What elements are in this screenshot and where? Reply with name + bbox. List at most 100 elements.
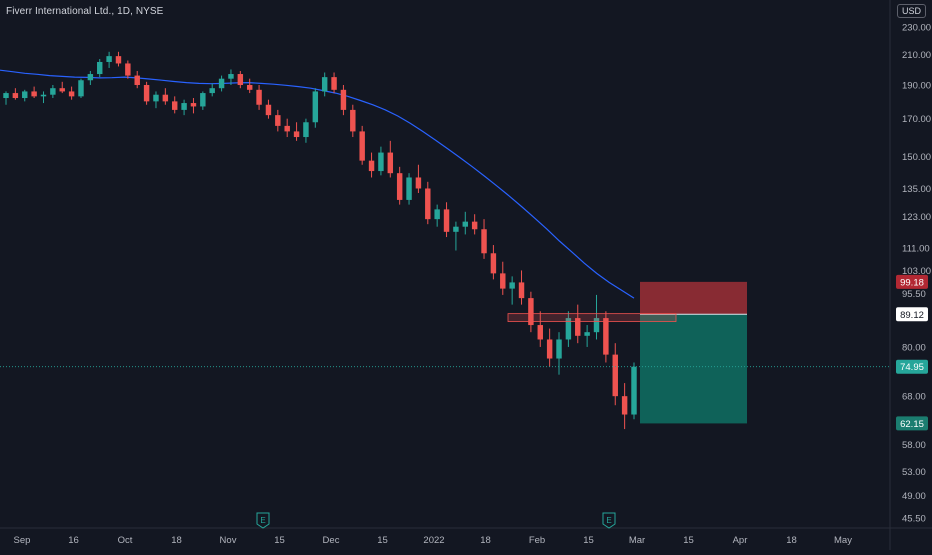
last-price-label: 74.95 bbox=[900, 362, 924, 373]
candle-body bbox=[481, 229, 487, 254]
candle-body bbox=[78, 80, 84, 97]
candle-body bbox=[106, 56, 112, 62]
candle-body bbox=[584, 332, 590, 336]
candle-body bbox=[340, 89, 347, 110]
candle-body bbox=[162, 94, 169, 102]
price-tick-label: 190.00 bbox=[902, 80, 931, 91]
price-tick-label: 95.50 bbox=[902, 289, 926, 300]
earnings-icon[interactable]: E bbox=[256, 512, 270, 529]
candle-body bbox=[462, 221, 469, 227]
price-tick-label: 111.00 bbox=[902, 243, 930, 254]
take-profit-zone bbox=[640, 314, 747, 424]
candle-body bbox=[143, 84, 150, 102]
candle-body bbox=[471, 221, 478, 230]
target-price-tag bbox=[896, 416, 928, 431]
candle-body bbox=[12, 93, 19, 99]
candle-body bbox=[3, 93, 9, 99]
candle-body bbox=[153, 94, 159, 102]
time-axis[interactable]: Sep 16 Oct 18 Nov 15 Dec 15 2022 18 Feb 15 Mar 15 Apr 1… bbox=[0, 527, 932, 546]
candle-body bbox=[331, 77, 337, 90]
candle-body bbox=[87, 74, 94, 81]
price-tick-label: 170.00 bbox=[902, 114, 931, 125]
time-tick-label: 2022 bbox=[423, 535, 444, 546]
time-tick-label: 18 bbox=[480, 535, 491, 546]
time-tick-label: 16 bbox=[68, 535, 79, 546]
candle-body bbox=[528, 298, 534, 326]
entry-price-tag bbox=[896, 307, 928, 322]
price-tick-label: 49.00 bbox=[902, 491, 926, 502]
candle-body bbox=[368, 160, 375, 172]
last-price-tag bbox=[896, 359, 928, 374]
candle-body bbox=[575, 318, 581, 336]
price-tick-label: 68.00 bbox=[902, 392, 926, 403]
candle-body bbox=[125, 63, 131, 76]
price-tick-label: 230.00 bbox=[902, 23, 931, 34]
price-tick-label: 210.00 bbox=[902, 50, 931, 61]
candle-body bbox=[293, 131, 300, 138]
time-tick-label: 15 bbox=[583, 535, 594, 546]
candle-body bbox=[275, 115, 281, 126]
candle-body bbox=[209, 88, 215, 94]
candle-body bbox=[453, 226, 459, 232]
candle-body bbox=[443, 209, 450, 232]
position-tool[interactable] bbox=[640, 281, 747, 424]
candle-body bbox=[490, 253, 497, 274]
time-tick-label: Nov bbox=[220, 535, 237, 546]
candle-body bbox=[612, 354, 618, 397]
earnings-marker-letter: E bbox=[606, 516, 611, 525]
time-tick-label: Dec bbox=[323, 535, 340, 546]
symbol-title[interactable]: Fiverr International Ltd., 1D, NYSE bbox=[6, 6, 164, 17]
earnings-icon[interactable]: E bbox=[602, 512, 616, 529]
currency-button[interactable]: USD bbox=[896, 4, 926, 18]
time-tick-label: Feb bbox=[529, 535, 545, 546]
earnings-marker-shape bbox=[602, 512, 616, 529]
candle-body bbox=[246, 84, 253, 90]
moving-average-layer bbox=[0, 69, 635, 299]
candle-body bbox=[134, 75, 140, 85]
candle-body bbox=[406, 177, 412, 200]
candle-body bbox=[190, 103, 197, 107]
time-tick-label: 15 bbox=[274, 535, 285, 546]
time-tick-label: Apr bbox=[733, 535, 748, 546]
candle-body bbox=[228, 74, 234, 79]
candle-body bbox=[321, 77, 328, 92]
price-tick-label: 58.00 bbox=[902, 440, 926, 451]
time-tick-label: 18 bbox=[171, 535, 182, 546]
candle-body bbox=[500, 273, 506, 289]
overlay-layer bbox=[0, 313, 890, 368]
price-tick-label: 123.00 bbox=[902, 212, 931, 223]
price-tick-label: 135.00 bbox=[902, 184, 931, 195]
candle-body bbox=[415, 177, 422, 189]
candle-body bbox=[181, 103, 187, 110]
candle-body bbox=[237, 74, 244, 85]
price-tick-label: 53.00 bbox=[902, 467, 926, 478]
candle-body bbox=[434, 209, 440, 220]
candle-body bbox=[593, 318, 600, 333]
price-tick-label: 103.00 bbox=[902, 266, 931, 277]
candle-body bbox=[50, 88, 56, 95]
moving-average-line bbox=[0, 69, 635, 299]
candle-body bbox=[359, 131, 365, 161]
candle-body bbox=[200, 93, 206, 107]
price-tick-label: 80.00 bbox=[902, 342, 926, 353]
candle-body bbox=[396, 173, 403, 200]
candle-body bbox=[350, 109, 356, 132]
candle-body bbox=[631, 366, 637, 415]
candle-body bbox=[518, 282, 525, 299]
price-tags: 99.18 89.12 74.95 62.15 bbox=[896, 274, 928, 431]
time-tick-label: 15 bbox=[683, 535, 694, 546]
time-tick-label: Mar bbox=[629, 535, 645, 546]
candle-body bbox=[312, 91, 319, 123]
resistance-zone bbox=[507, 313, 677, 322]
candle-body bbox=[303, 122, 309, 138]
candle-body bbox=[256, 89, 262, 105]
candles-layer bbox=[3, 51, 637, 430]
candle-body bbox=[603, 318, 609, 355]
candle-body bbox=[171, 101, 178, 110]
time-tick-label: 18 bbox=[786, 535, 797, 546]
candle-body bbox=[40, 94, 47, 97]
time-tick-label: Oct bbox=[118, 535, 133, 546]
